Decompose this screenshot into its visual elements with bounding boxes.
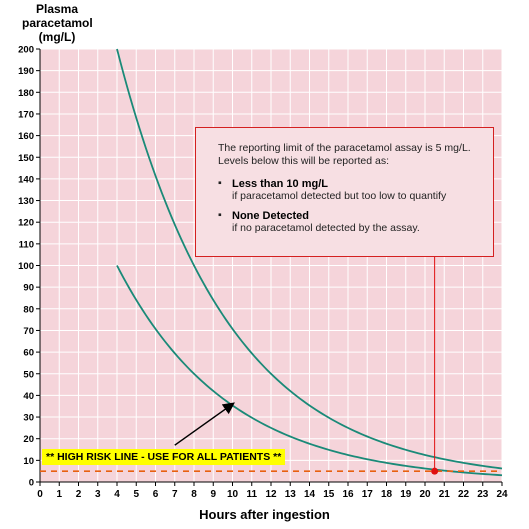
y-tick-label: 20	[23, 434, 34, 445]
x-tick-label: 0	[37, 489, 43, 500]
x-tick-label: 12	[265, 489, 277, 500]
y-tick-label: 120	[18, 218, 34, 229]
info-item-less-than-10: ▪ Less than 10 mg/L if paracetamol detec…	[218, 177, 483, 202]
y-axis-label-line-2: paracetamol	[22, 16, 93, 30]
bullet-icon: ▪	[218, 177, 222, 189]
x-tick-label: 7	[172, 489, 178, 500]
x-tick-label: 20	[419, 489, 431, 500]
info-item-title: Less than 10 mg/L	[232, 178, 328, 190]
x-tick-label: 19	[400, 489, 412, 500]
x-tick-label: 15	[323, 489, 335, 500]
info-intro-text: The reporting limit of the paracetamol a…	[218, 142, 471, 167]
upper-treatment-line	[116, 48, 503, 470]
high-risk-arrow	[174, 402, 235, 446]
y-axis-label-line-1: Plasma	[35, 2, 79, 16]
y-tick-label: 200	[18, 45, 34, 56]
reporting-limit-marker	[431, 467, 439, 475]
x-tick-label: 1	[56, 489, 62, 500]
x-tick-label: 18	[381, 489, 393, 500]
x-tick-label: 23	[477, 489, 489, 500]
y-tick-label: 80	[23, 304, 34, 315]
y-tick-label: 50	[23, 369, 34, 380]
y-tick-label: 10	[23, 456, 34, 467]
y-tick-label: 70	[23, 326, 34, 337]
x-tick-label: 6	[153, 489, 159, 500]
x-tick-label: 8	[191, 489, 197, 500]
x-tick-label: 3	[95, 489, 101, 500]
x-tick-label: 10	[227, 489, 239, 500]
y-tick-label: 0	[29, 478, 34, 489]
x-tick-label: 17	[362, 489, 374, 500]
y-axis-label: Plasma paracetamol (mg/L)	[22, 2, 93, 44]
x-tick-label: 13	[285, 489, 297, 500]
y-tick-label: 130	[18, 196, 34, 207]
high-risk-line-label: ** HIGH RISK LINE - USE FOR ALL PATIENTS…	[42, 449, 286, 465]
y-tick-label: 140	[18, 174, 34, 185]
y-tick-label: 110	[19, 239, 34, 250]
info-item-description: if no paracetamol detected by the assay.	[232, 222, 420, 234]
x-tick-label: 22	[458, 489, 470, 500]
y-axis-label-line-3: (mg/L)	[38, 30, 76, 44]
x-tick-label: 11	[246, 489, 257, 500]
x-axis-label: Hours after ingestion	[199, 507, 330, 522]
y-tick-label: 30	[23, 413, 34, 424]
y-tick-label: 160	[18, 131, 34, 142]
x-tick-label: 21	[439, 489, 451, 500]
y-tick-label: 90	[23, 283, 34, 294]
x-tick-label: 4	[114, 489, 120, 500]
bullet-icon: ▪	[218, 209, 222, 221]
x-tick-label: 24	[496, 489, 508, 500]
x-tick-label: 2	[76, 489, 82, 500]
x-tick-label: 9	[210, 489, 216, 500]
y-tick-label: 170	[18, 109, 34, 120]
y-tick-label: 100	[18, 261, 34, 272]
x-tick-label: 5	[133, 489, 139, 500]
x-tick-label: 16	[342, 489, 354, 500]
info-item-description: if paracetamol detected but too low to q…	[232, 190, 447, 202]
y-tick-label: 60	[23, 348, 34, 359]
x-tick-label: 14	[304, 489, 316, 500]
y-tick-label: 180	[18, 88, 34, 99]
info-item-none-detected: ▪ None Detected if no paracetamol detect…	[218, 209, 483, 234]
y-tick-label: 40	[23, 391, 34, 402]
y-tick-label: 150	[18, 153, 34, 164]
y-tick-label: 190	[18, 66, 34, 77]
info-item-title: None Detected	[232, 210, 310, 222]
reporting-limit-info-box: The reporting limit of the paracetamol a…	[195, 127, 494, 257]
